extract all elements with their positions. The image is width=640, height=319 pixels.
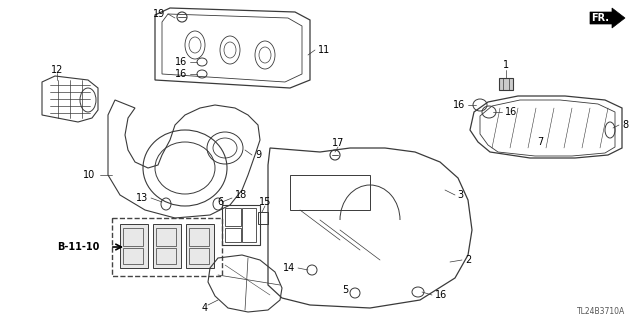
Bar (156, 228, 176, 246)
Bar (225, 208, 241, 226)
Text: 15: 15 (259, 197, 271, 207)
Text: 3: 3 (457, 190, 463, 200)
Text: 16: 16 (452, 100, 465, 110)
Text: 5: 5 (342, 285, 348, 295)
Text: 11: 11 (318, 45, 330, 55)
Bar (222, 205, 260, 245)
Text: 18: 18 (235, 190, 247, 200)
Text: 16: 16 (435, 290, 447, 300)
Text: 13: 13 (136, 193, 148, 203)
Text: 12: 12 (51, 65, 63, 75)
Text: 1: 1 (503, 60, 509, 70)
Text: 16: 16 (175, 57, 187, 67)
Text: 2: 2 (465, 255, 471, 265)
Bar (123, 228, 143, 246)
Bar (189, 228, 209, 246)
Text: 19: 19 (153, 9, 165, 19)
Text: FR.: FR. (591, 13, 609, 23)
Bar (120, 224, 148, 268)
Bar (242, 208, 256, 242)
Bar (225, 228, 241, 242)
Text: B-11-10: B-11-10 (58, 242, 100, 252)
Text: 14: 14 (283, 263, 295, 273)
Text: 8: 8 (622, 120, 628, 130)
Text: 7: 7 (537, 137, 543, 147)
Bar (123, 248, 143, 264)
Text: TL24B3710A: TL24B3710A (577, 308, 625, 316)
Bar (258, 212, 268, 224)
Text: 6: 6 (217, 197, 223, 207)
Bar (499, 78, 513, 90)
Text: 9: 9 (255, 150, 261, 160)
Text: 10: 10 (83, 170, 95, 180)
Bar (186, 224, 214, 268)
Text: 4: 4 (202, 303, 208, 313)
Bar (290, 175, 370, 210)
Bar (153, 224, 181, 268)
Text: 17: 17 (332, 138, 344, 148)
Bar (156, 248, 176, 264)
Text: 16: 16 (505, 107, 517, 117)
Polygon shape (590, 8, 625, 28)
Text: 16: 16 (175, 69, 187, 79)
Bar (112, 218, 222, 276)
Bar (189, 248, 209, 264)
